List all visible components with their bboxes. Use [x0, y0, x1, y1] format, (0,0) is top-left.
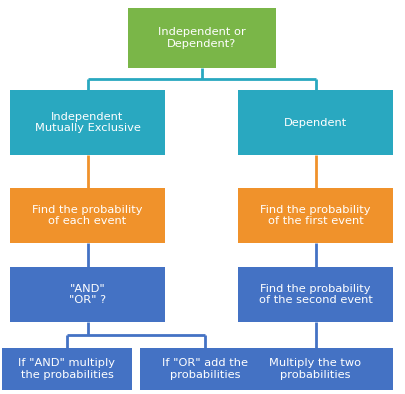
- FancyBboxPatch shape: [10, 188, 165, 243]
- Text: Dependent: Dependent: [284, 117, 347, 128]
- FancyBboxPatch shape: [238, 348, 393, 390]
- Text: Find the probability
of the second event: Find the probability of the second event: [258, 284, 373, 305]
- FancyBboxPatch shape: [10, 267, 165, 322]
- Text: If "OR" add the
probabilities: If "OR" add the probabilities: [162, 358, 248, 380]
- Text: "AND"
"OR" ?: "AND" "OR" ?: [69, 284, 106, 305]
- Text: Find the probability
of each event: Find the probability of each event: [32, 205, 143, 226]
- Text: Independent
Mutually Exclusive: Independent Mutually Exclusive: [34, 112, 141, 133]
- FancyBboxPatch shape: [238, 267, 393, 322]
- FancyBboxPatch shape: [238, 90, 393, 155]
- Text: Find the probability
of the first event: Find the probability of the first event: [260, 205, 371, 226]
- FancyBboxPatch shape: [140, 348, 270, 390]
- FancyBboxPatch shape: [10, 90, 165, 155]
- Text: Independent or
Dependent?: Independent or Dependent?: [158, 27, 246, 49]
- Text: If "AND" multiply
the probabilities: If "AND" multiply the probabilities: [19, 358, 115, 380]
- FancyBboxPatch shape: [238, 188, 393, 243]
- Text: Multiply the two
probabilities: Multiply the two probabilities: [269, 358, 362, 380]
- FancyBboxPatch shape: [128, 8, 276, 68]
- FancyBboxPatch shape: [2, 348, 132, 390]
